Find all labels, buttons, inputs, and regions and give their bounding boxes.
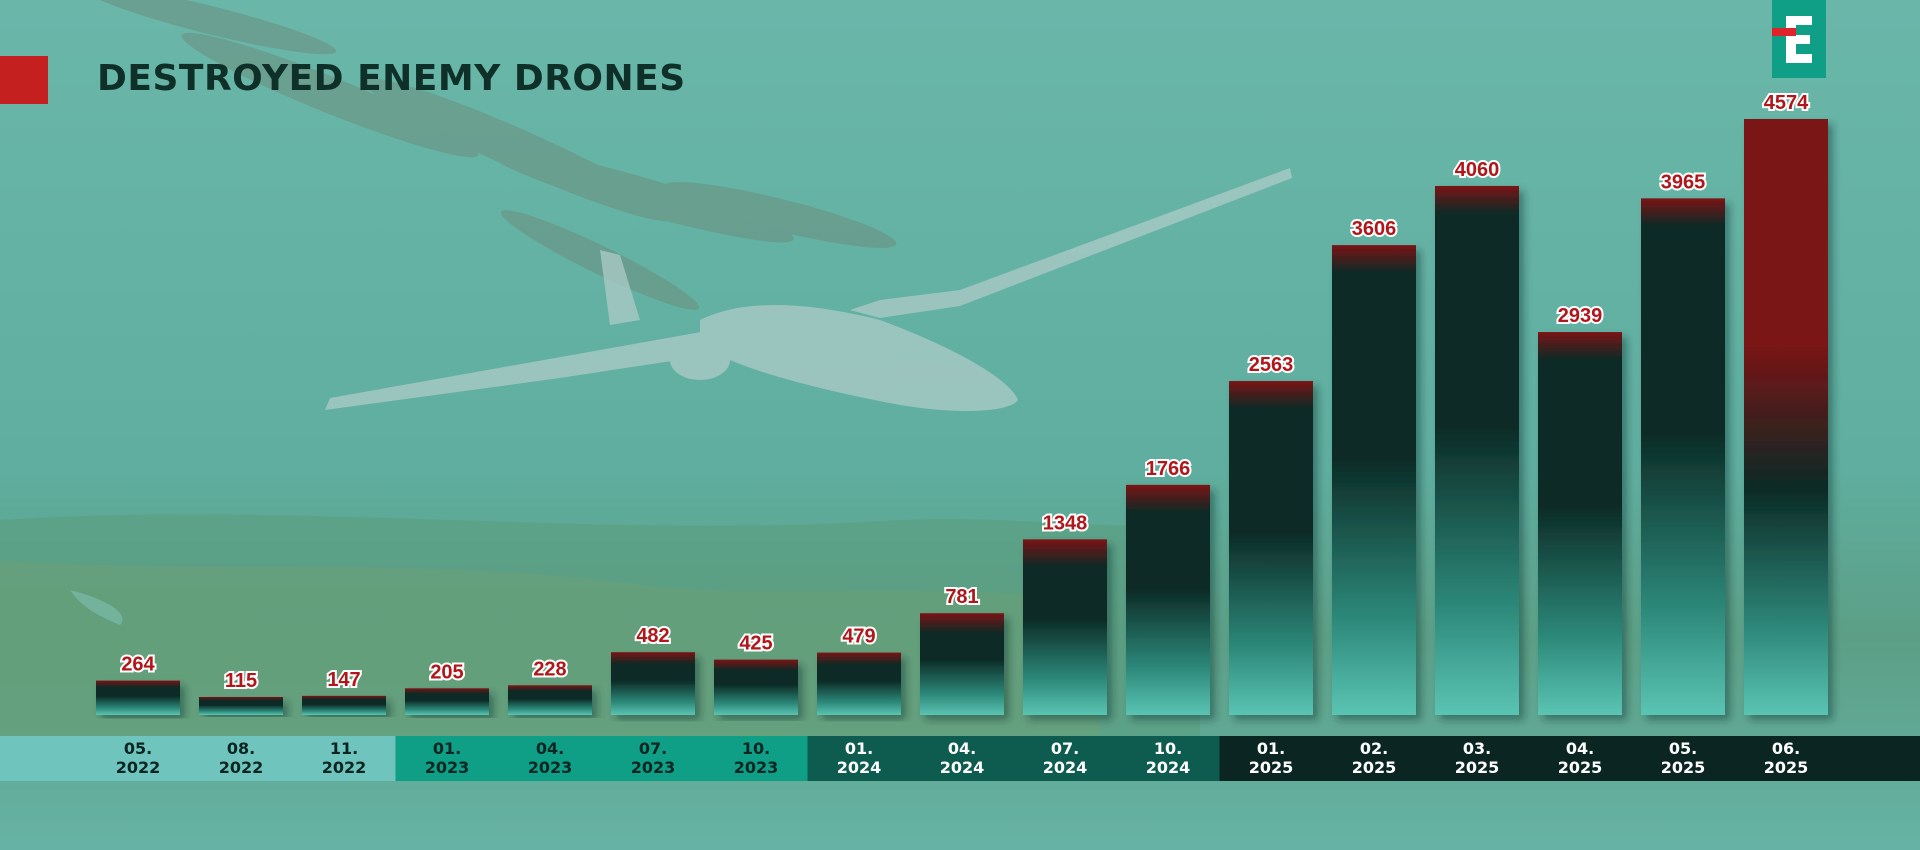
tick-label-6: 10. 2023	[734, 739, 779, 777]
bar-12	[1332, 245, 1416, 715]
value-label-8: 781	[945, 586, 978, 608]
value-label-5: 482	[636, 625, 669, 647]
year-band-2023	[395, 736, 808, 781]
bar-4	[508, 685, 592, 715]
value-label-12: 3606	[1352, 218, 1397, 240]
value-label-15: 3965	[1661, 171, 1706, 193]
bar-2	[302, 695, 386, 715]
tick-label-12: 02. 2025	[1352, 739, 1397, 777]
value-label-16: 4574	[1764, 92, 1809, 114]
value-label-11: 2563	[1249, 354, 1294, 376]
value-label-6: 425	[739, 633, 772, 655]
tick-label-11: 01. 2025	[1249, 739, 1294, 777]
bar-5	[611, 652, 695, 715]
value-label-13: 4060	[1455, 159, 1500, 181]
tick-label-13: 03. 2025	[1455, 739, 1500, 777]
bar-7	[817, 652, 901, 715]
value-label-0: 264	[121, 654, 155, 676]
brand-logo	[1772, 0, 1826, 78]
chart-title: DESTROYED ENEMY DRONES	[97, 58, 686, 99]
bar-9	[1023, 539, 1107, 715]
drone-silhouette	[325, 168, 1292, 412]
year-band-2025	[1219, 736, 1920, 781]
value-label-14: 2939	[1558, 305, 1603, 327]
value-label-10: 1766	[1146, 458, 1191, 480]
tick-label-3: 01. 2023	[425, 739, 470, 777]
tick-label-5: 07. 2023	[631, 739, 676, 777]
bar-6	[714, 659, 798, 715]
bar-14	[1538, 332, 1622, 715]
bar-16	[1744, 119, 1828, 715]
bar-11	[1229, 381, 1313, 715]
tick-label-7: 01. 2024	[837, 739, 882, 777]
tick-label-1: 08. 2022	[219, 739, 264, 777]
bar-8	[920, 613, 1004, 715]
bar-1	[199, 697, 283, 715]
title-accent-block	[0, 56, 48, 104]
logo-letter-mark	[1772, 16, 1812, 63]
tick-label-8: 04. 2024	[940, 739, 985, 777]
value-label-4: 228	[533, 658, 566, 680]
value-label-1: 115	[225, 670, 257, 692]
year-band-2022	[0, 736, 396, 781]
smoke-trails	[83, 0, 897, 310]
value-label-9: 1348	[1043, 512, 1088, 534]
tick-label-14: 04. 2025	[1558, 739, 1603, 777]
tick-label-4: 04. 2023	[528, 739, 573, 777]
year-band-2024	[807, 736, 1220, 781]
tick-label-2: 11. 2022	[322, 739, 367, 777]
bar-10	[1126, 484, 1210, 715]
tick-label-0: 05. 2022	[116, 739, 161, 777]
value-label-7: 479	[842, 626, 875, 648]
bar-0	[96, 680, 180, 715]
bar-3	[405, 688, 489, 715]
value-label-3: 205	[430, 661, 463, 683]
tick-label-16: 06. 2025	[1764, 739, 1809, 777]
bar-13	[1435, 185, 1519, 715]
bar-15	[1641, 198, 1725, 715]
tick-label-10: 10. 2024	[1146, 739, 1191, 777]
tick-label-15: 05. 2025	[1661, 739, 1706, 777]
tick-label-9: 07. 2024	[1043, 739, 1088, 777]
value-label-2: 147	[327, 669, 360, 691]
